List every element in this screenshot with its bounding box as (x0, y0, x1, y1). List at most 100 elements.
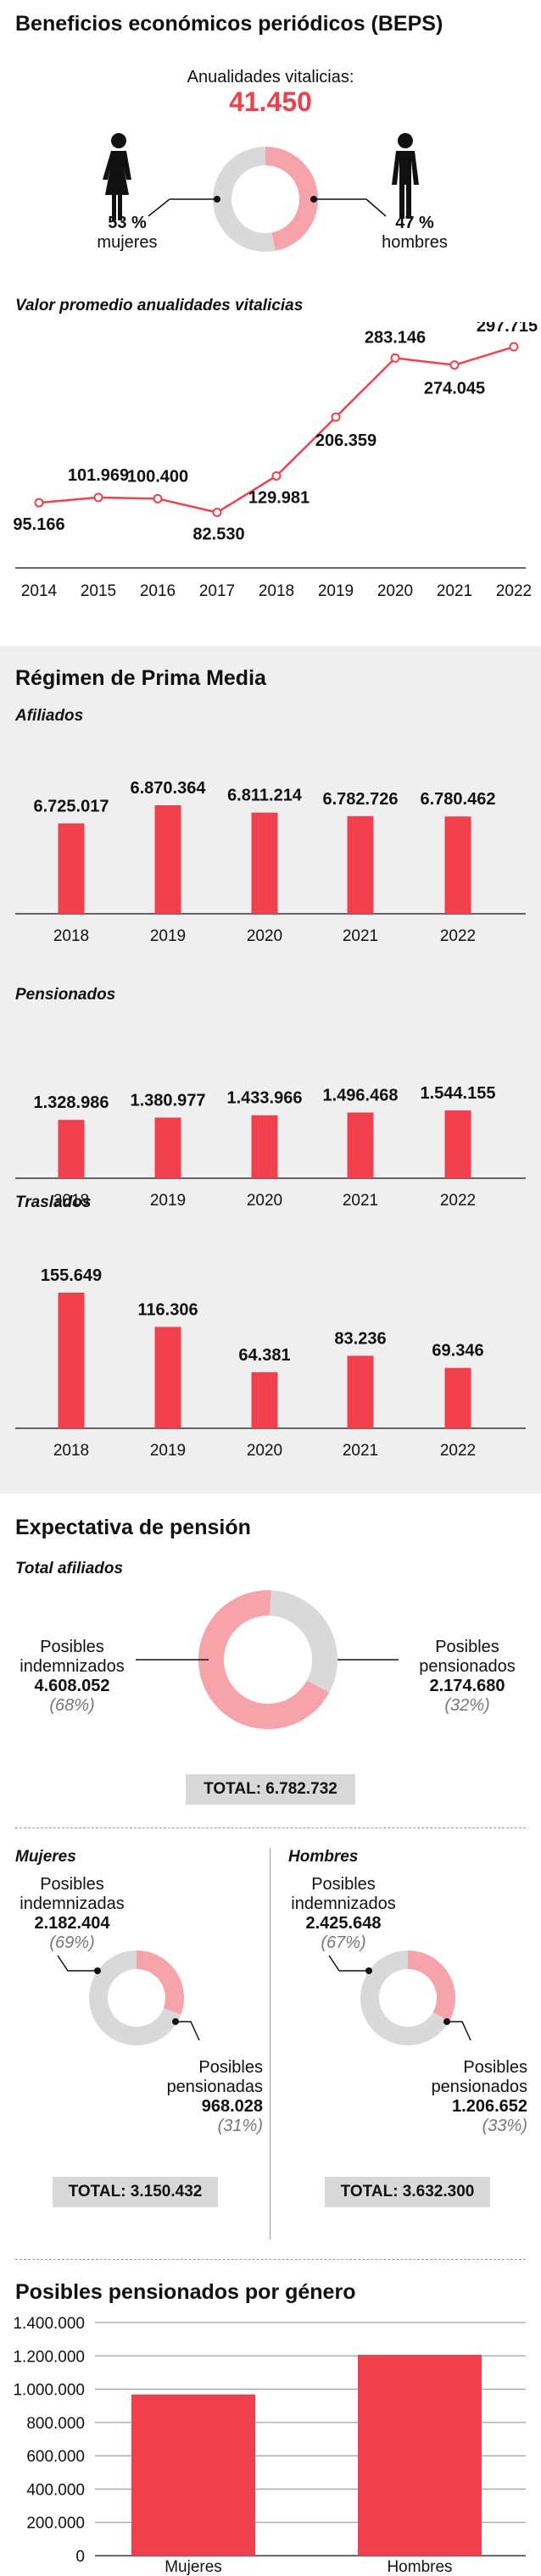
male-icon (392, 133, 419, 219)
traslados-value-label: 69.346 (432, 1342, 483, 1360)
traslados-bar (444, 1367, 471, 1428)
women-ind-value: 2.182.404 (34, 1914, 110, 1933)
gender-title: Posibles pensionados por género (15, 2280, 356, 2304)
avg-line-chart: 95.166 2014 101.969 2015 100.400 2016 82.530 20… (13, 322, 538, 600)
annuities-label: Anualidades vitalicias: (187, 68, 354, 86)
total-afiliados-title: Total afiliados (15, 1560, 124, 1577)
men-donut (328, 1950, 471, 2045)
traslados-title: Traslados (15, 1193, 92, 1211)
women-ind-block: Posibles indemnizadas 2.182.404 (69%) (8, 1875, 136, 1953)
afiliados-value-label: 6.811.214 (227, 787, 303, 805)
avg-value-label: 101.969 (68, 466, 129, 485)
traslados-year-tick: 2019 (150, 1442, 186, 1460)
avg-year-tick: 2021 (437, 582, 472, 600)
women-pen-label1: Posibles (198, 2058, 263, 2077)
gender-ytick: 0 (75, 2548, 85, 2566)
traslados-value-label: 64.381 (238, 1346, 290, 1365)
men-donut-slice-1 (408, 1950, 455, 2022)
pensionados-year-tick: 2018 (53, 1192, 89, 1210)
pensionados-bar (58, 1120, 85, 1178)
gender-ytick: 200.000 (26, 2515, 85, 2533)
pensionados-chart: 1.328.986 2018 1.380.977 2019 1.433.966 2020 1… (15, 1084, 526, 1210)
men-pct: 47 % hombres (376, 214, 453, 253)
beps-title: Beneficios económicos periódicos (BEPS) (15, 12, 443, 36)
rpm-band (0, 646, 541, 1494)
women-ind-pct: (69%) (49, 1933, 95, 1952)
women-pct-label: mujeres (97, 233, 158, 252)
traslados-year-tick: 2018 (53, 1442, 89, 1460)
exp-title: Expectativa de pensión (15, 1516, 251, 1539)
traslados-bar (154, 1327, 181, 1428)
women-pct-value: 53 % (108, 214, 147, 232)
afiliados-bar (251, 812, 278, 914)
gender-ytick: 1.400.000 (13, 2315, 85, 2333)
traslados-value-label: 116.306 (137, 1300, 198, 1319)
pensionados-value-label: 1.433.966 (227, 1089, 303, 1108)
afiliados-year-tick: 2022 (440, 927, 476, 945)
men-ind-pct: (67%) (321, 1933, 366, 1952)
pensionados-year-tick: 2019 (150, 1192, 186, 1210)
beps-donut (213, 147, 318, 252)
traslados-year-tick: 2022 (440, 1442, 476, 1460)
avg-point (212, 508, 222, 518)
afiliados-value-label: 6.780.462 (421, 790, 496, 809)
pensionados-year-tick: 2021 (343, 1192, 378, 1210)
total-right-label1: Posibles (435, 1638, 499, 1656)
afiliados-year-tick: 2021 (343, 927, 378, 945)
women-donut-slice-0 (89, 1950, 181, 2045)
afiliados-bar (58, 823, 85, 914)
avg-year-tick: 2017 (199, 582, 235, 600)
gender-bar (131, 2394, 255, 2556)
women-donut-slice-1 (137, 1950, 184, 2015)
pensionados-bar (347, 1112, 374, 1178)
avg-value-label: 100.400 (127, 467, 188, 486)
men-donut-slice-0 (360, 1950, 449, 2045)
avg-title: Valor promedio anualidades vitalicias (15, 297, 304, 314)
annuities-value: 41.450 (229, 86, 312, 117)
traslados-value-label: 83.236 (334, 1329, 386, 1348)
afiliados-chart: 6.725.017 2018 6.870.364 2019 6.811.214 2020 6… (15, 779, 526, 945)
avg-point (390, 353, 400, 363)
traslados-year-tick: 2020 (247, 1442, 282, 1460)
total-afiliados-donut (136, 1590, 399, 1729)
avg-year-tick: 2018 (259, 582, 294, 600)
pensionados-bar (154, 1117, 181, 1178)
gender-ytick: 800.000 (26, 2415, 85, 2433)
women-pen-label2: pensionadas (166, 2078, 263, 2096)
avg-year-tick: 2014 (21, 582, 58, 600)
avg-line (38, 345, 515, 514)
men-ind-value: 2.425.648 (305, 1914, 382, 1933)
avg-value-label: 129.981 (248, 488, 310, 507)
men-title: Hombres (288, 1848, 359, 1866)
total-left-value: 4.608.052 (34, 1677, 110, 1695)
afiliados-value-label: 6.725.017 (34, 797, 109, 815)
female-icon (103, 133, 131, 220)
afiliados-title: Afiliados (15, 707, 84, 725)
traslados-chart: 155.649 2018 116.306 2019 64.381 2020 83.236 20… (15, 1266, 526, 1460)
men-pen-label2: pensionados (431, 2078, 527, 2096)
afiliados-bar (154, 805, 181, 914)
men-ind-label2: indemnizados (291, 1894, 396, 1913)
men-total-box: TOTAL: 3.632.300 (325, 2177, 490, 2207)
total-left-label2: indemnizados (20, 1657, 125, 1676)
dashed-divider-2 (15, 2259, 526, 2260)
avg-value-label: 95.166 (13, 515, 64, 534)
traslados-year-tick: 2021 (343, 1442, 378, 1460)
afiliados-value-label: 6.782.726 (323, 790, 399, 809)
men-pen-label1: Posibles (463, 2058, 527, 2077)
men-pen-pct: (33%) (482, 2117, 527, 2135)
afiliados-year-tick: 2018 (53, 927, 89, 945)
total-left-label1: Posibles (40, 1638, 104, 1656)
men-pen-block: Posibles pensionados 1.206.652 (33%) (392, 2058, 527, 2136)
avg-year-tick: 2022 (496, 582, 532, 600)
pensionados-value-label: 1.544.155 (421, 1084, 496, 1103)
total-right-block: Posibles pensionados 2.174.680 (32%) (404, 1638, 531, 1716)
gender-bar (358, 2354, 482, 2556)
avg-year-tick: 2016 (140, 582, 176, 600)
women-ind-label1: Posibles (40, 1875, 104, 1894)
pensionados-year-tick: 2022 (440, 1192, 476, 1210)
pensionados-value-label: 1.496.468 (323, 1086, 399, 1104)
women-ind-label2: indemnizadas (20, 1894, 125, 1913)
avg-year-tick: 2019 (318, 582, 354, 600)
avg-point (331, 412, 341, 422)
